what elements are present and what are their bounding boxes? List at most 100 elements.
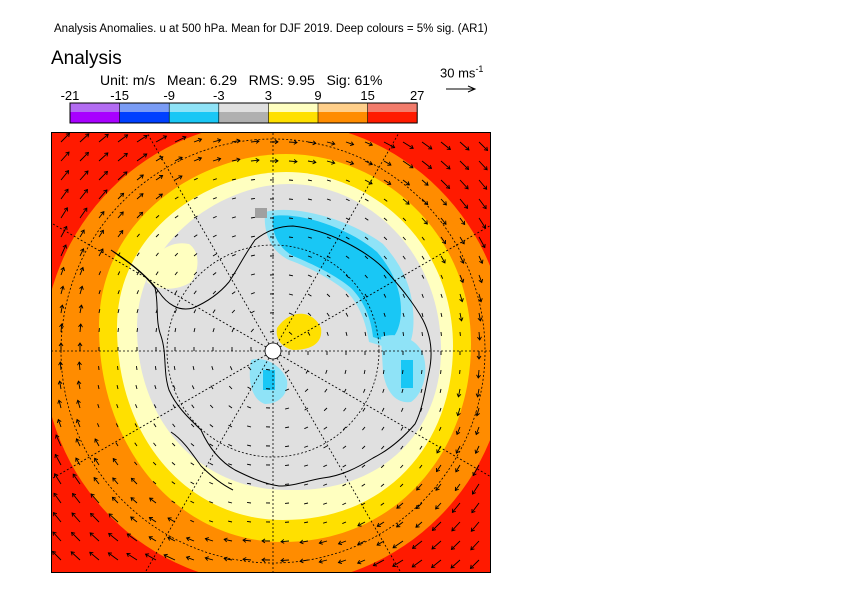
wind-vector: [326, 331, 329, 336]
wind-vector: [212, 328, 215, 333]
wind-vector: [231, 272, 236, 276]
wind-vector: [79, 323, 82, 333]
wind-vector: [454, 483, 461, 491]
wind-vector: [209, 501, 214, 504]
wind-vector: [383, 331, 386, 337]
wind-vector: [155, 193, 163, 200]
wind-vector: [475, 445, 480, 454]
wind-vector: [364, 236, 369, 240]
wind-vector-head: [76, 399, 81, 404]
wind-vector-head: [299, 558, 304, 564]
wind-vector-head: [85, 133, 90, 138]
wind-vector: [452, 502, 461, 513]
wind-vector-head: [63, 207, 68, 212]
wind-vector: [300, 540, 309, 543]
wind-vector-head: [427, 164, 433, 169]
wind-vector: [421, 312, 424, 317]
wind-vector: [478, 236, 486, 248]
wind-vector: [345, 312, 349, 317]
wind-vector: [108, 533, 119, 542]
wind-vector: [380, 464, 385, 469]
wind-vector: [209, 481, 214, 485]
wind-vector-head: [446, 145, 451, 151]
wind-vector-head: [409, 164, 414, 169]
wind-vector: [174, 156, 183, 162]
wind-vector: [419, 464, 423, 469]
wind-vector-head: [143, 153, 148, 158]
wind-vector-head: [474, 449, 479, 455]
wind-vector-head: [451, 527, 456, 532]
wind-vector: [440, 141, 451, 150]
wind-vector-head: [436, 468, 441, 473]
wind-vector: [60, 305, 63, 314]
antarctica-coastline: [110, 225, 432, 487]
wind-vector: [94, 438, 100, 447]
wind-vector-head: [471, 490, 476, 495]
wind-vector: [478, 274, 483, 283]
wind-vector-head: [455, 449, 460, 454]
wind-vector: [440, 179, 450, 189]
wind-vector: [136, 153, 148, 162]
wind-vector: [59, 381, 62, 390]
wind-vector: [93, 477, 100, 485]
peninsula-coastline: [170, 431, 234, 491]
wind-vector: [319, 559, 328, 563]
wind-vector-head: [71, 512, 76, 517]
wind-vector: [345, 236, 350, 240]
wind-vector: [224, 558, 233, 561]
wind-vector: [136, 271, 140, 276]
wind-vector: [402, 179, 410, 186]
wind-vector: [228, 385, 233, 390]
wind-vector-head: [318, 559, 323, 564]
wind-vector: [439, 388, 442, 394]
wind-vector: [250, 328, 254, 333]
wind-vector: [190, 462, 195, 466]
wind-vector: [288, 312, 293, 315]
wind-vector-head: [428, 145, 433, 150]
wind-vector: [212, 234, 217, 238]
wind-vector: [392, 540, 404, 549]
wind-vector-head: [167, 517, 172, 522]
wind-vector: [193, 271, 198, 276]
wind-vector: [171, 442, 176, 447]
wind-vector: [342, 426, 347, 431]
wind-vector: [472, 464, 480, 476]
wind-vector: [288, 236, 294, 239]
wind-vector: [451, 521, 461, 532]
wind-vector: [400, 445, 404, 450]
wind-vector: [57, 419, 62, 428]
wind-vector: [383, 217, 388, 221]
wind-vector-head: [71, 531, 76, 537]
wind-vector: [155, 309, 158, 314]
wind-vector: [415, 502, 423, 509]
wind-vector-head: [126, 552, 131, 557]
wind-vector-head: [93, 476, 98, 482]
wind-vector: [364, 198, 369, 202]
wind-vector-head: [392, 544, 397, 549]
wind-vector-head: [255, 158, 260, 163]
wind-vector: [78, 361, 81, 371]
mean-label: Mean:: [159, 72, 210, 88]
wind-vector: [326, 236, 331, 240]
wind-vector: [76, 438, 81, 447]
wind-vector-head: [107, 552, 112, 557]
wind-vector-head: [54, 473, 59, 478]
wind-vector-head: [94, 438, 99, 443]
wind-vector-head: [59, 304, 65, 309]
wind-vector-head: [274, 139, 279, 145]
colorbar-legend: -21 -15 -9 -3 3 9 15 27: [60, 86, 430, 128]
wind-vector: [307, 312, 312, 317]
wind-vector: [326, 141, 335, 145]
wind-vector: [79, 286, 83, 295]
meridian-line: [272, 224, 491, 352]
wind-vector-head: [236, 157, 241, 163]
wind-vector: [436, 464, 442, 472]
wind-vector-head: [119, 229, 124, 235]
wind-vector-head: [159, 156, 164, 161]
wind-vector: [440, 236, 446, 244]
wind-vector: [402, 312, 405, 317]
wind-vector-head: [368, 180, 373, 185]
wind-vector: [269, 330, 275, 333]
wind-vector: [60, 170, 69, 181]
pole-marker: [264, 342, 282, 360]
